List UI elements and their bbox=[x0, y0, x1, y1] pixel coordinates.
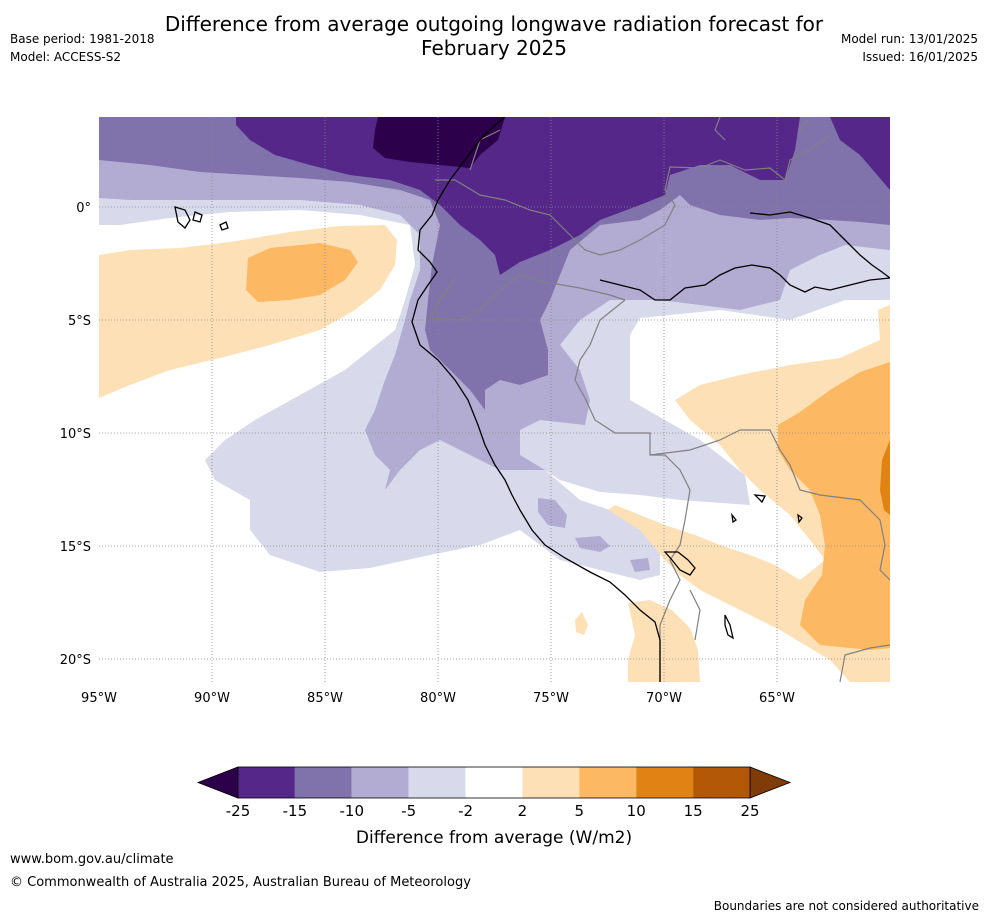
colorbar-segment bbox=[636, 767, 694, 798]
lon-label: 90°W bbox=[194, 691, 230, 706]
coastlines bbox=[174, 117, 890, 682]
lon-label: 75°W bbox=[533, 691, 569, 706]
longitude-labels: 95°W 90°W 85°W 80°W 75°W 70°W 65°W bbox=[81, 691, 795, 706]
colorbar-tick-label: 25 bbox=[740, 802, 759, 820]
colorbar-tick-label: -5 bbox=[401, 802, 416, 820]
colorbar-segment bbox=[579, 767, 637, 798]
lon-label: 65°W bbox=[759, 691, 795, 706]
colorbar-tick-label: 2 bbox=[518, 802, 528, 820]
contour-dark-orange-east bbox=[880, 440, 890, 515]
colorbar-segment bbox=[294, 767, 352, 798]
colorbar: -25 -15 -10 -5 -2 2 5 10 15 25 bbox=[196, 766, 792, 820]
meta-left: Base period: 1981-2018 Model: ACCESS-S2 bbox=[10, 30, 155, 66]
title-line-2: February 2025 bbox=[421, 36, 567, 60]
map-plot-area bbox=[99, 117, 890, 682]
contour-light-orange-blob bbox=[575, 612, 588, 635]
lat-label: 15°S bbox=[60, 540, 91, 555]
latitude-labels: 0° 5°S 10°S 15°S 20°S bbox=[60, 201, 91, 668]
lat-label: 20°S bbox=[60, 653, 91, 668]
colorbar-tick-label: -10 bbox=[340, 802, 365, 820]
footer-url: www.bom.gov.au/climate bbox=[10, 852, 174, 867]
colorbar-segment bbox=[522, 767, 580, 798]
contour-darkest-purple bbox=[373, 117, 505, 168]
meta-right: Model run: 13/01/2025 Issued: 16/01/2025 bbox=[841, 30, 978, 66]
chart-title: Difference from average outgoing longwav… bbox=[0, 12, 988, 60]
colorbar-extend-high bbox=[749, 766, 792, 799]
colorbar-tick-label: 5 bbox=[575, 802, 585, 820]
lat-label: 0° bbox=[76, 201, 91, 216]
country-borders bbox=[429, 117, 890, 682]
colorbar-segment bbox=[351, 767, 409, 798]
issued-label: Issued: 16/01/2025 bbox=[862, 50, 978, 64]
colorbar-tick-label: 10 bbox=[627, 802, 646, 820]
lat-label: 5°S bbox=[68, 314, 91, 329]
colorbar-tick-label: -15 bbox=[283, 802, 308, 820]
contour-dark-purple bbox=[99, 117, 890, 410]
contour-medium-purple-blob-3 bbox=[630, 558, 650, 572]
model-run-label: Model run: 13/01/2025 bbox=[840, 32, 978, 46]
colorbar-tick-label: -2 bbox=[458, 802, 473, 820]
gridlines bbox=[99, 117, 890, 682]
lon-label: 85°W bbox=[307, 691, 343, 706]
colorbar-segment bbox=[693, 767, 750, 798]
base-period-label: Base period: 1981-2018 bbox=[10, 32, 155, 46]
colorbar-tick-label: -25 bbox=[226, 802, 251, 820]
colorbar-tick-label: 15 bbox=[684, 802, 703, 820]
footer-boundaries-note: Boundaries are not considered authoritat… bbox=[713, 899, 979, 913]
contour-medium-purple-blob bbox=[538, 498, 567, 528]
colorbar-segment bbox=[465, 767, 523, 798]
colorbar-frame bbox=[237, 766, 751, 799]
contour-mid-orange-east bbox=[778, 362, 890, 650]
contour-mid-orange-west bbox=[246, 243, 358, 302]
colorbar-extend-low bbox=[196, 766, 239, 799]
lat-label: 10°S bbox=[60, 427, 91, 442]
lon-label: 80°W bbox=[420, 691, 456, 706]
colorbar-segment bbox=[238, 767, 295, 798]
footer-copyright: © Commonwealth of Australia 2025, Austra… bbox=[10, 875, 471, 890]
lon-label: 70°W bbox=[646, 691, 682, 706]
lon-label: 95°W bbox=[81, 691, 117, 706]
colorbar-title: Difference from average (W/m2) bbox=[356, 828, 632, 848]
title-line-1: Difference from average outgoing longwav… bbox=[164, 12, 824, 36]
contour-light-orange-south bbox=[628, 600, 700, 682]
model-label: Model: ACCESS-S2 bbox=[10, 50, 122, 64]
contour-medium-purple-blob-2 bbox=[575, 536, 610, 552]
colorbar-segment bbox=[408, 767, 466, 798]
